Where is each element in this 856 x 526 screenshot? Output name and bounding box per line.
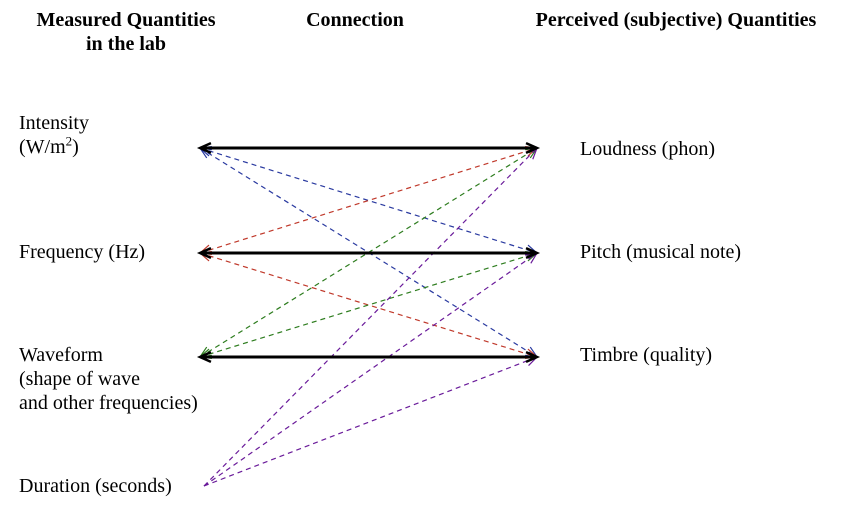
connection-header: Connection: [306, 9, 404, 31]
intensity-label: Intensity (W/m2): [19, 111, 89, 159]
weak-arrow-intensity-pitch: [199, 147, 538, 254]
strong-arrow-intensity-loudness-head-right: [525, 141, 541, 155]
frequency-label: Frequency (Hz): [19, 241, 146, 263]
strong-arrow-frequency-pitch-head-left: [196, 246, 212, 260]
timbre-label: Timbre (quality): [580, 344, 713, 366]
pitch-label: Pitch (musical note): [580, 241, 742, 263]
intensity-name: Intensity: [19, 112, 89, 134]
duration-label: Duration (seconds): [19, 475, 172, 497]
weak-arrow-duration-loudness: [203, 147, 538, 487]
weak-arrow-frequency-loudness: [199, 147, 538, 254]
perceived-header: Perceived (subjective) Quantities: [535, 9, 817, 31]
weak-arrow-duration-pitch: [203, 252, 538, 487]
intensity-unit: (W/m2): [19, 133, 79, 158]
strong-arrow-intensity-loudness-head-left: [196, 141, 212, 155]
weak-arrow-duration-timbre: [203, 356, 538, 487]
waveform-label: Waveform (shape of wave and other freque…: [19, 344, 198, 414]
strong-arrow-waveform-timbre-head-right: [525, 350, 541, 364]
weak-arrow-waveform-pitch: [199, 252, 538, 358]
strong-arrow-waveform-timbre-head-left: [196, 350, 212, 364]
weak-arrow-frequency-timbre: [199, 252, 538, 358]
strong-arrow-frequency-pitch-head-right: [525, 246, 541, 260]
measured-header: Measured Quantities in the lab: [36, 9, 216, 55]
loudness-label: Loudness (phon): [580, 138, 715, 160]
